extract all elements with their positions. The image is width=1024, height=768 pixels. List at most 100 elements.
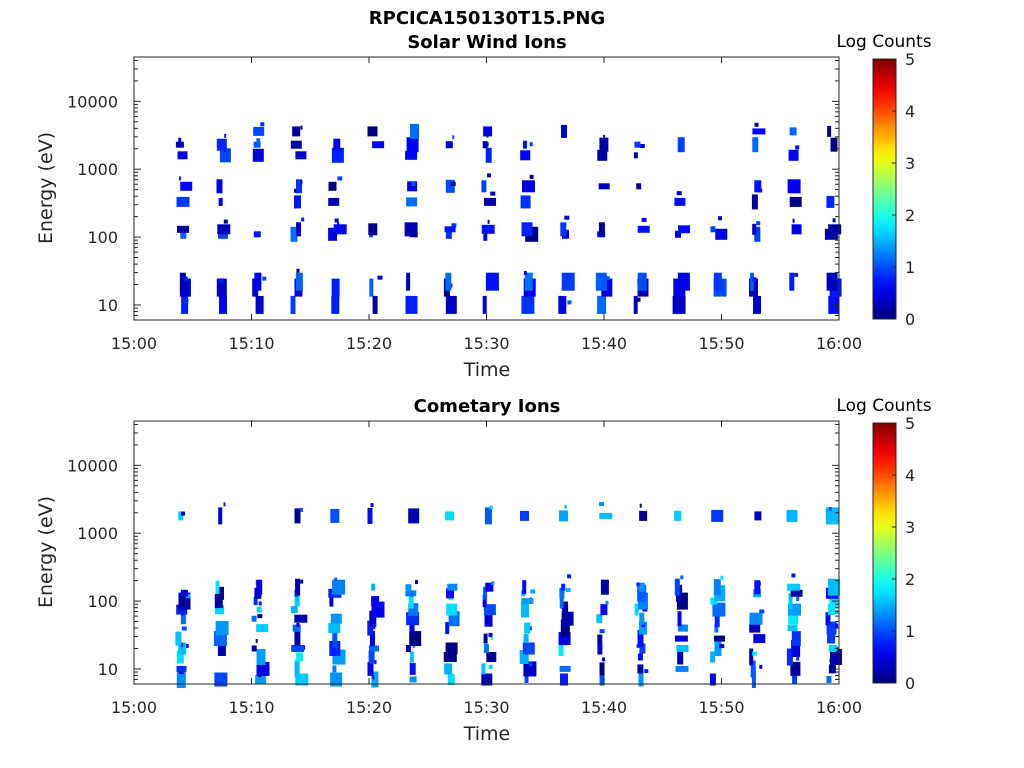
heatmap-cell [409,623,415,633]
heatmap-cell [214,672,228,687]
heatmap-cell [529,174,534,179]
heatmap-cell [639,144,645,148]
x-tick-label: 15:10 [228,698,274,717]
heatmap-cell [332,630,338,648]
heatmap-cell [828,507,832,511]
heatmap-cell [827,578,840,596]
heatmap-cell [218,197,223,206]
heatmap-cell [558,295,567,314]
heatmap-cell [487,219,490,224]
heatmap-cell [218,507,223,525]
heatmap-cell [756,221,761,226]
y-tick-label: 10 [98,296,118,315]
heatmap-cell [251,645,257,652]
heatmap-cell [524,676,529,683]
heatmap-cell [415,580,418,585]
heatmap-cell [300,180,303,185]
heatmap-cell [634,141,641,148]
heatmap-cell [676,191,682,196]
heatmap-cell [794,272,799,277]
heatmap-cell [796,597,800,601]
heatmap-cell [675,230,681,238]
heatmap-cell [710,597,718,605]
heatmap-cell [444,663,453,675]
heatmap-cell [481,224,495,234]
heatmap-cell [178,670,184,674]
heatmap-cell [789,196,802,207]
heatmap-cell [521,295,535,314]
heatmap-cell [520,510,529,521]
heatmap-cell [674,510,682,521]
heatmap-cell [561,583,566,591]
heatmap-cell [523,634,529,644]
heatmap-cell [178,642,187,655]
heatmap-cell [789,272,795,291]
heatmap-cell [296,652,304,662]
heatmap-cell [448,611,460,627]
heatmap-cell [329,641,341,656]
heatmap-cell [714,610,720,628]
heatmap-cell [330,508,340,523]
heatmap-cell [677,272,690,291]
panel-title: Solar Wind Ions [407,32,566,53]
heatmap-cell [828,224,842,235]
heatmap-cell [367,126,378,137]
heatmap-cell [524,622,531,634]
heatmap-cell [795,145,800,150]
heatmap-cell [720,575,724,580]
heatmap-cell [639,621,647,635]
heatmap-cell [296,623,300,627]
heatmap-cell [290,606,298,614]
y-tick-label: 100 [87,592,118,611]
heatmap-cell [292,126,301,137]
heatmap-cell [485,582,494,592]
colorbar-tick-label: 5 [905,414,915,433]
heatmap-cell [370,503,374,508]
heatmap-cell [215,580,220,594]
heatmap-cell [409,651,414,663]
heatmap-cell [597,149,608,161]
heatmap-cell [520,195,531,209]
heatmap-cell [447,674,455,685]
heatmap-cell [371,596,380,607]
heatmap-cell [560,619,570,637]
heatmap-cell [179,176,181,181]
heatmap-cell [523,661,537,677]
heatmap-cell [337,176,343,181]
heatmap-cell [176,196,190,207]
heatmap-cell [372,625,376,630]
x-axis-label: Time [463,723,511,745]
heatmap-cell [184,276,188,281]
heatmap-cell [644,669,649,674]
heatmap-cell [334,218,339,223]
heatmap-cell [445,179,455,193]
heatmap-cell [251,615,257,622]
heatmap-cell [216,138,227,151]
heatmap-cell [446,588,454,599]
heatmap-cell [826,272,838,291]
heatmap-cell [633,295,638,314]
heatmap-cell [637,630,644,648]
heatmap-cell [521,598,534,605]
heatmap-cell [294,614,308,623]
heatmap-cell [602,298,605,303]
heatmap-cell [368,223,378,236]
heatmap-cell [374,660,377,665]
heatmap-cell [256,624,269,633]
heatmap-cell [754,511,762,521]
heatmap-cell [754,180,762,193]
heatmap-cell [559,594,564,609]
heatmap-cell [488,632,493,637]
heatmap-cell [521,601,529,618]
heatmap-cell [637,584,647,602]
heatmap-cell [522,642,535,655]
heatmap-cell [409,631,422,647]
heatmap-cell [295,151,307,160]
heatmap-cell [447,583,458,591]
heatmap-cell [255,639,258,643]
y-tick-label: 100 [87,228,118,247]
heatmap-cell [830,137,838,152]
heatmap-cell [597,642,603,655]
heatmap-cell [255,675,267,684]
heatmap-cell [759,664,763,669]
